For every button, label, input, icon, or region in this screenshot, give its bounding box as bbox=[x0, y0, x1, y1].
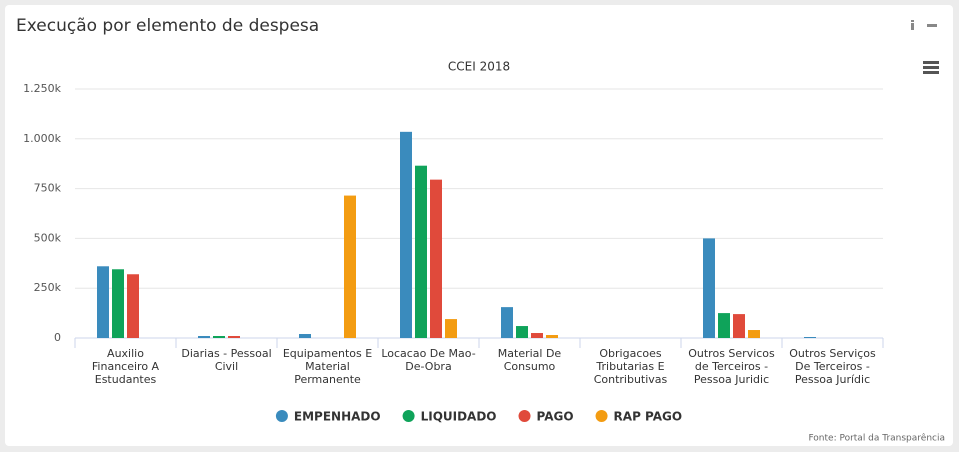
x-tick-label: Outros Serviços De Terceiros - Pessoa Ju… bbox=[789, 347, 876, 386]
bar bbox=[112, 269, 124, 338]
card-title: Execução por elemento de despesa bbox=[16, 16, 319, 36]
x-tick-label: Auxilio Financeiro A Estudantes bbox=[91, 347, 160, 386]
bar bbox=[516, 326, 528, 338]
legend-marker bbox=[595, 410, 608, 422]
bar bbox=[445, 319, 457, 338]
x-tick-label: Diarias - Pessoal Civil bbox=[181, 347, 272, 373]
y-tick-label: 0 bbox=[54, 331, 61, 344]
bar bbox=[228, 336, 240, 338]
bar bbox=[703, 238, 715, 338]
legend-marker bbox=[402, 410, 415, 422]
chart: Execução por elemento de despesa CCEI 20… bbox=[16, 16, 945, 444]
y-tick-label: 1.250k bbox=[23, 82, 61, 95]
bar bbox=[400, 131, 412, 338]
menu-icon[interactable] bbox=[923, 61, 939, 74]
source: Fonte: Portal da Transparência bbox=[808, 433, 945, 444]
chart-title: CCEI 2018 bbox=[448, 60, 510, 74]
y-tick-label: 750k bbox=[34, 182, 62, 195]
bar bbox=[733, 314, 745, 338]
legend-marker bbox=[518, 410, 531, 422]
bar bbox=[748, 330, 760, 338]
card: Execução por elemento de despesa CCEI 20… bbox=[5, 5, 953, 446]
y-tick-label: 1.000k bbox=[23, 132, 61, 145]
legend-label: EMPENHADO bbox=[294, 410, 381, 424]
legend-label: LIQUIDADO bbox=[421, 410, 497, 424]
legend-label: RAP PAGO bbox=[614, 410, 683, 424]
bar bbox=[213, 336, 225, 338]
info-icon[interactable] bbox=[911, 20, 914, 30]
bar bbox=[415, 165, 427, 338]
bar bbox=[804, 337, 816, 338]
x-tick-label: Locacao De Mao-De-Obra bbox=[381, 347, 476, 373]
minimize-icon[interactable] bbox=[927, 24, 937, 27]
y-tick-label: 250k bbox=[34, 281, 62, 294]
bar bbox=[198, 336, 210, 338]
bar bbox=[97, 266, 109, 338]
bar bbox=[501, 307, 513, 338]
bar bbox=[430, 179, 442, 338]
x-tick-label: Material De Consumo bbox=[497, 347, 562, 373]
x-tick-label: Outros Servicos de Terceiros - Pessoa Ju… bbox=[688, 347, 775, 386]
bar bbox=[344, 195, 356, 338]
legend-label: PAGO bbox=[537, 410, 574, 424]
legend-marker bbox=[275, 410, 288, 422]
bar bbox=[531, 333, 543, 338]
bar bbox=[127, 274, 139, 338]
bar bbox=[299, 334, 311, 338]
bar bbox=[546, 335, 558, 338]
x-tick-label: Obrigacoes Tributarias E Contributivas bbox=[593, 347, 668, 386]
bar bbox=[718, 313, 730, 338]
y-tick-label: 500k bbox=[34, 231, 62, 244]
x-tick-label: Equipamentos E Material Permanente bbox=[282, 347, 373, 386]
